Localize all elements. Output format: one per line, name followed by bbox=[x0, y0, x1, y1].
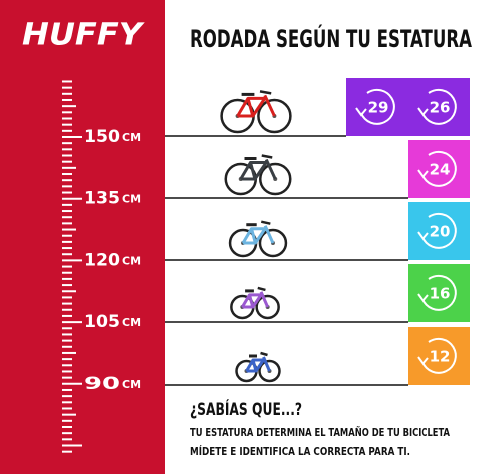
height-unit: CM bbox=[122, 378, 141, 391]
bike-frame bbox=[241, 225, 275, 245]
bike-wheel bbox=[259, 162, 292, 196]
height-number: 150 bbox=[84, 127, 120, 147]
size-ring bbox=[422, 88, 457, 125]
bike-frame bbox=[239, 158, 277, 181]
bike bbox=[230, 286, 280, 320]
footer-line: TU ESTATURA DETERMINA EL TAMAÑO DE TU BI… bbox=[190, 426, 450, 439]
bike-handle bbox=[260, 220, 271, 225]
ruler-panel bbox=[0, 0, 165, 474]
bike-wheel bbox=[258, 228, 288, 258]
size-arrow bbox=[355, 107, 367, 117]
bike-frame bbox=[245, 356, 271, 373]
bike-wheel bbox=[258, 359, 281, 383]
height-unit: CM bbox=[122, 131, 141, 144]
height-number: 120 bbox=[84, 250, 120, 270]
wheel-size: 29 bbox=[368, 99, 389, 117]
bike bbox=[228, 220, 288, 258]
size-box bbox=[408, 140, 470, 198]
bike bbox=[224, 154, 292, 196]
size-arrow bbox=[417, 356, 429, 366]
size-box bbox=[408, 327, 470, 385]
size-ring bbox=[422, 150, 457, 187]
title: RODADA SEGÚN TU ESTATURA bbox=[190, 23, 472, 53]
bike-wheel bbox=[255, 294, 280, 320]
logo: HUFFY bbox=[22, 18, 145, 53]
size-box bbox=[346, 78, 470, 136]
size-arrow bbox=[417, 169, 429, 179]
wheel-size: 24 bbox=[430, 161, 451, 179]
wheel-size: 20 bbox=[430, 223, 451, 241]
footer-line: MÍDETE E IDENTIFICA LA CORRECTA PARA TI. bbox=[190, 445, 410, 458]
wheel-size: 12 bbox=[430, 348, 451, 366]
wheel-size: 26 bbox=[430, 99, 451, 117]
height-unit: CM bbox=[122, 254, 141, 267]
size-box bbox=[408, 202, 470, 260]
bike-handle bbox=[261, 154, 273, 159]
size-ring bbox=[422, 212, 457, 249]
bike bbox=[220, 90, 292, 134]
bike-frame bbox=[241, 291, 270, 309]
size-ring bbox=[360, 88, 395, 125]
height-unit: CM bbox=[122, 193, 141, 206]
height-number: 90 bbox=[84, 374, 120, 394]
size-ring bbox=[422, 274, 457, 311]
bike-wheel bbox=[257, 98, 292, 134]
size-arrow bbox=[417, 293, 429, 303]
bike-frame bbox=[236, 94, 276, 118]
size-arrow bbox=[417, 231, 429, 241]
height-number: 135 bbox=[84, 189, 120, 209]
height-unit: CM bbox=[122, 316, 141, 329]
bike-handle bbox=[257, 286, 266, 292]
size-box bbox=[408, 264, 470, 322]
bike-handle bbox=[259, 90, 272, 95]
bike-handle bbox=[260, 351, 268, 357]
size-ring bbox=[422, 337, 457, 374]
question: ¿SABÍAS QUE...? bbox=[190, 398, 302, 420]
size-arrow bbox=[417, 107, 429, 117]
wheel-size: 16 bbox=[430, 285, 451, 303]
bike bbox=[235, 351, 281, 383]
height-number: 105 bbox=[84, 312, 120, 332]
